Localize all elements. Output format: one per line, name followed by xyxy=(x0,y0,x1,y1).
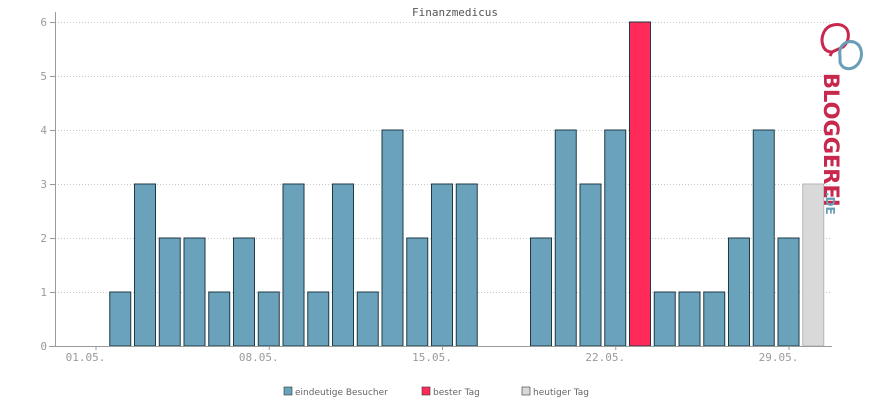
bar xyxy=(455,183,478,347)
bar xyxy=(109,291,132,347)
y-tick-label: 3 xyxy=(40,178,47,191)
bar xyxy=(307,291,330,347)
bar xyxy=(802,183,825,347)
bar xyxy=(431,183,453,347)
y-tick-label: 1 xyxy=(40,286,47,299)
x-tick-label: 22.05. xyxy=(585,351,625,364)
bar xyxy=(579,183,602,347)
bar xyxy=(183,237,206,347)
legend-swatch xyxy=(521,386,531,396)
bar xyxy=(208,291,231,347)
legend-label: eindeutige Besucher xyxy=(295,388,388,398)
x-tick-label: 29.05. xyxy=(759,351,799,364)
chart-title: Finanzmedicus xyxy=(412,6,498,19)
bar xyxy=(406,237,429,347)
y-tick-label: 5 xyxy=(40,70,47,83)
bar xyxy=(728,237,750,347)
y-tick-label: 4 xyxy=(40,124,47,137)
bar xyxy=(158,237,181,347)
x-tick-label: 15.05. xyxy=(412,351,452,364)
bar xyxy=(134,183,156,347)
y-tick-labels: 0 1 2 3 4 5 6 xyxy=(40,16,47,353)
logo-text: BLOGGEREI xyxy=(819,73,843,207)
x-tick-label: 08.05. xyxy=(239,351,279,364)
bar xyxy=(777,237,800,347)
bar xyxy=(678,291,701,347)
legend-swatch xyxy=(283,386,293,396)
bar xyxy=(332,183,354,347)
bar xyxy=(629,21,651,347)
legend-item: eindeutige Besucher xyxy=(283,386,388,398)
bar xyxy=(282,183,305,347)
bar xyxy=(653,291,676,347)
bar xyxy=(257,291,280,347)
legend-label: bester Tag xyxy=(433,388,480,398)
bloggerei-logo: BLOGGEREI .DE xyxy=(819,23,863,215)
y-tick-label: 0 xyxy=(40,340,47,353)
logo-suffix: .DE xyxy=(823,192,837,215)
legend-label: heutiger Tag xyxy=(533,388,589,398)
logo-icon xyxy=(820,23,863,71)
legend: eindeutige Besucher bester Tag heutiger Ta… xyxy=(283,386,589,398)
axes xyxy=(49,12,832,350)
bar xyxy=(752,129,775,347)
bar xyxy=(554,129,577,347)
bar xyxy=(381,129,404,347)
bar xyxy=(604,129,627,347)
bar xyxy=(356,291,379,347)
bar xyxy=(233,237,255,347)
y-tick-label: 6 xyxy=(40,16,47,29)
legend-item: bester Tag xyxy=(421,386,480,398)
y-tick-label: 2 xyxy=(40,232,47,245)
legend-swatch xyxy=(421,386,431,396)
x-tick-label: 01.05. xyxy=(66,351,106,364)
bars-group xyxy=(109,21,825,347)
bar xyxy=(703,291,726,347)
bar xyxy=(530,237,552,347)
legend-item: heutiger Tag xyxy=(521,386,589,398)
x-tick-labels: 01.05. 08.05. 15.05. 22.05. 29.05. xyxy=(66,351,799,364)
